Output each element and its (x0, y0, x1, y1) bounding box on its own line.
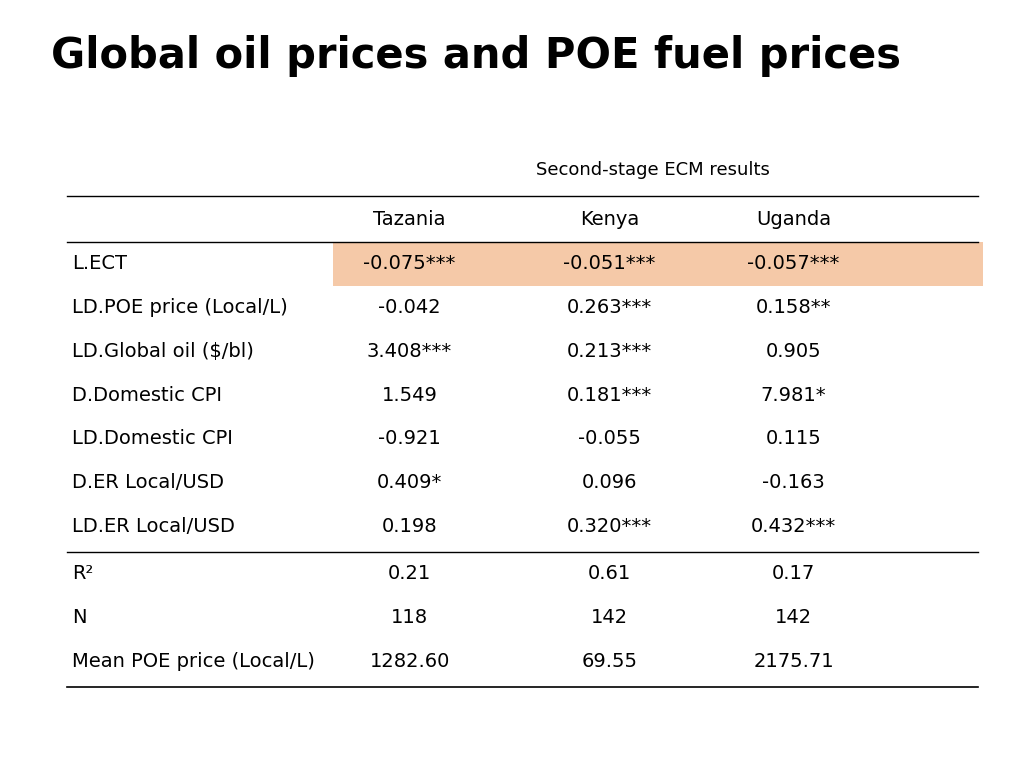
Text: LD.POE price (Local/L): LD.POE price (Local/L) (72, 298, 288, 317)
Text: 1.549: 1.549 (382, 386, 437, 405)
Text: 0.17: 0.17 (772, 564, 815, 583)
Text: Tazania: Tazania (374, 210, 445, 230)
Text: 142: 142 (591, 608, 628, 627)
Text: 0.213***: 0.213*** (566, 342, 652, 361)
Text: LD.ER Local/USD: LD.ER Local/USD (72, 517, 234, 536)
Text: 2175.71: 2175.71 (754, 652, 834, 670)
Text: Mean POE price (Local/L): Mean POE price (Local/L) (72, 652, 314, 670)
Text: Global oil prices and POE fuel prices: Global oil prices and POE fuel prices (51, 35, 901, 77)
Text: -0.042: -0.042 (378, 298, 441, 317)
Text: D.ER Local/USD: D.ER Local/USD (72, 473, 223, 492)
Text: 118: 118 (391, 608, 428, 627)
Text: Second-stage ECM results: Second-stage ECM results (536, 161, 770, 179)
Text: 0.432***: 0.432*** (751, 517, 837, 536)
Text: 0.320***: 0.320*** (566, 517, 652, 536)
Text: 0.096: 0.096 (582, 473, 637, 492)
Text: 0.263***: 0.263*** (566, 298, 652, 317)
Text: LD.Global oil ($/bl): LD.Global oil ($/bl) (72, 342, 254, 361)
Text: 7.981*: 7.981* (761, 386, 826, 405)
Text: -0.057***: -0.057*** (748, 254, 840, 273)
Text: -0.163: -0.163 (762, 473, 825, 492)
Text: 0.61: 0.61 (588, 564, 631, 583)
Text: LD.Domestic CPI: LD.Domestic CPI (72, 429, 232, 449)
Text: -0.055: -0.055 (578, 429, 641, 449)
Text: 0.409*: 0.409* (377, 473, 442, 492)
Text: D.Domestic CPI: D.Domestic CPI (72, 386, 221, 405)
Text: 0.115: 0.115 (766, 429, 821, 449)
Text: 0.21: 0.21 (388, 564, 431, 583)
Text: 0.905: 0.905 (766, 342, 821, 361)
Text: Uganda: Uganda (756, 210, 831, 230)
Text: 0.158**: 0.158** (756, 298, 831, 317)
Text: -0.921: -0.921 (378, 429, 441, 449)
Text: L.ECT: L.ECT (72, 254, 127, 273)
Text: 0.198: 0.198 (382, 517, 437, 536)
Text: -0.075***: -0.075*** (364, 254, 456, 273)
Text: 142: 142 (775, 608, 812, 627)
Text: N: N (72, 608, 86, 627)
Text: 3.408***: 3.408*** (367, 342, 453, 361)
Text: R²: R² (72, 564, 93, 583)
Text: 1282.60: 1282.60 (370, 652, 450, 670)
Text: 0.181***: 0.181*** (566, 386, 652, 405)
Text: 69.55: 69.55 (582, 652, 637, 670)
Text: Kenya: Kenya (580, 210, 639, 230)
Text: -0.051***: -0.051*** (563, 254, 655, 273)
